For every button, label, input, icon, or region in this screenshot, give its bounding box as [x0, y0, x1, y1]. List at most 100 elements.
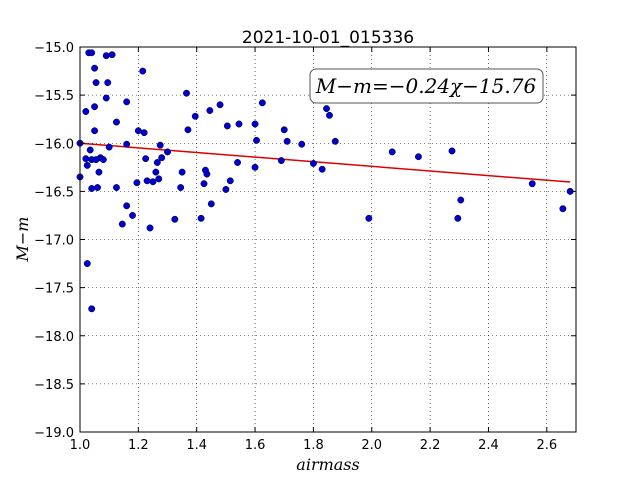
- data-point: [142, 155, 150, 163]
- data-point: [129, 211, 136, 219]
- x-tick-label: 2.2: [420, 438, 441, 453]
- y-tick-label: −17.5: [34, 282, 74, 297]
- data-point: [318, 165, 326, 173]
- data-point: [223, 122, 231, 130]
- data-point: [102, 94, 110, 102]
- x-tick-label: 1.4: [186, 438, 207, 453]
- data-point: [113, 118, 120, 126]
- data-point: [82, 155, 90, 163]
- data-point: [134, 127, 142, 135]
- data-point: [118, 220, 126, 228]
- y-tick-label: −16.0: [34, 137, 74, 152]
- data-point: [323, 105, 330, 113]
- fit-equation-box: M−m=−0.24χ−15.76: [309, 68, 544, 104]
- data-point: [200, 180, 208, 188]
- data-point: [251, 163, 259, 171]
- data-point: [123, 98, 131, 106]
- data-point: [178, 168, 186, 176]
- data-point: [277, 157, 285, 165]
- chart-title: 2021-10-01_015336: [242, 28, 414, 48]
- data-point: [113, 184, 120, 191]
- y-tick-label: −18.0: [34, 330, 74, 345]
- y-tick-label: −19.0: [34, 426, 74, 441]
- data-point: [91, 127, 99, 135]
- data-point: [108, 51, 116, 59]
- x-tick-label: 1.0: [70, 438, 91, 453]
- data-point: [309, 160, 317, 167]
- data-point: [99, 156, 107, 164]
- data-point: [83, 260, 91, 268]
- data-point: [164, 148, 171, 156]
- data-point: [216, 101, 224, 109]
- data-point: [448, 147, 456, 155]
- data-point: [206, 107, 214, 114]
- data-point: [183, 89, 190, 97]
- data-point: [283, 137, 291, 145]
- data-points: [76, 49, 574, 313]
- data-point: [153, 159, 161, 166]
- data-point: [235, 120, 243, 128]
- data-point: [414, 153, 422, 161]
- data-point: [102, 52, 110, 60]
- data-point: [171, 215, 179, 223]
- data-point: [203, 170, 211, 178]
- x-tick-label: 2.4: [478, 438, 499, 453]
- data-point: [298, 140, 306, 148]
- x-tick-label: 2.0: [361, 438, 382, 453]
- y-tick-label: −17.0: [34, 234, 74, 249]
- fit-line: [79, 142, 571, 183]
- y-tick-label: −16.5: [34, 185, 74, 200]
- data-point: [146, 224, 154, 232]
- fit-equation-frame: [309, 68, 544, 104]
- data-point: [191, 112, 199, 120]
- data-point: [457, 196, 465, 204]
- data-point: [158, 154, 166, 162]
- y-tick-label: −15.0: [34, 41, 74, 56]
- data-point: [258, 99, 266, 107]
- data-point: [559, 205, 567, 213]
- fit-equation-text: M−m=−0.24χ−15.76: [315, 74, 537, 98]
- data-point: [388, 148, 396, 156]
- data-point: [331, 137, 339, 145]
- x-tick-label: 1.2: [128, 438, 149, 453]
- data-point: [280, 126, 288, 134]
- data-point: [123, 140, 131, 148]
- data-point: [140, 129, 148, 137]
- data-point: [251, 120, 259, 128]
- data-point: [95, 168, 103, 176]
- y-axis-ticks: −15.0 −15.5 −16.0 −16.5 −17.0 −17.5 −18.0 −18.5…: [34, 41, 576, 441]
- data-point: [197, 214, 205, 222]
- data-point: [528, 180, 536, 188]
- data-point: [91, 64, 99, 72]
- x-tick-label: 1.6: [245, 438, 266, 453]
- data-point: [184, 126, 192, 134]
- x-axis-label: airmass: [296, 455, 359, 474]
- data-point: [454, 214, 462, 222]
- x-axis-ticks: 1.0 1.2 1.4 1.6 1.8 2.0 2.2 2.4 2.6: [70, 47, 557, 453]
- data-point: [155, 175, 163, 183]
- data-point: [83, 161, 91, 169]
- fit-line-layer: [79, 142, 571, 183]
- data-point: [365, 214, 373, 222]
- x-tick-label: 1.8: [303, 438, 324, 453]
- data-point: [88, 305, 96, 313]
- data-point: [123, 202, 131, 210]
- data-point: [326, 111, 333, 119]
- data-point: [207, 200, 215, 208]
- data-point: [152, 168, 160, 176]
- data-point: [88, 185, 96, 192]
- y-axis-label: M−m: [13, 217, 32, 263]
- data-point: [133, 179, 141, 187]
- data-point: [143, 177, 151, 185]
- data-point: [105, 143, 113, 151]
- data-point: [104, 79, 112, 87]
- data-point: [156, 141, 164, 149]
- data-point: [82, 108, 90, 115]
- data-point: [222, 186, 230, 193]
- data-point: [226, 177, 234, 185]
- data-point: [149, 178, 157, 186]
- data-point: [177, 184, 185, 191]
- data-point: [234, 159, 242, 166]
- data-point: [88, 49, 96, 57]
